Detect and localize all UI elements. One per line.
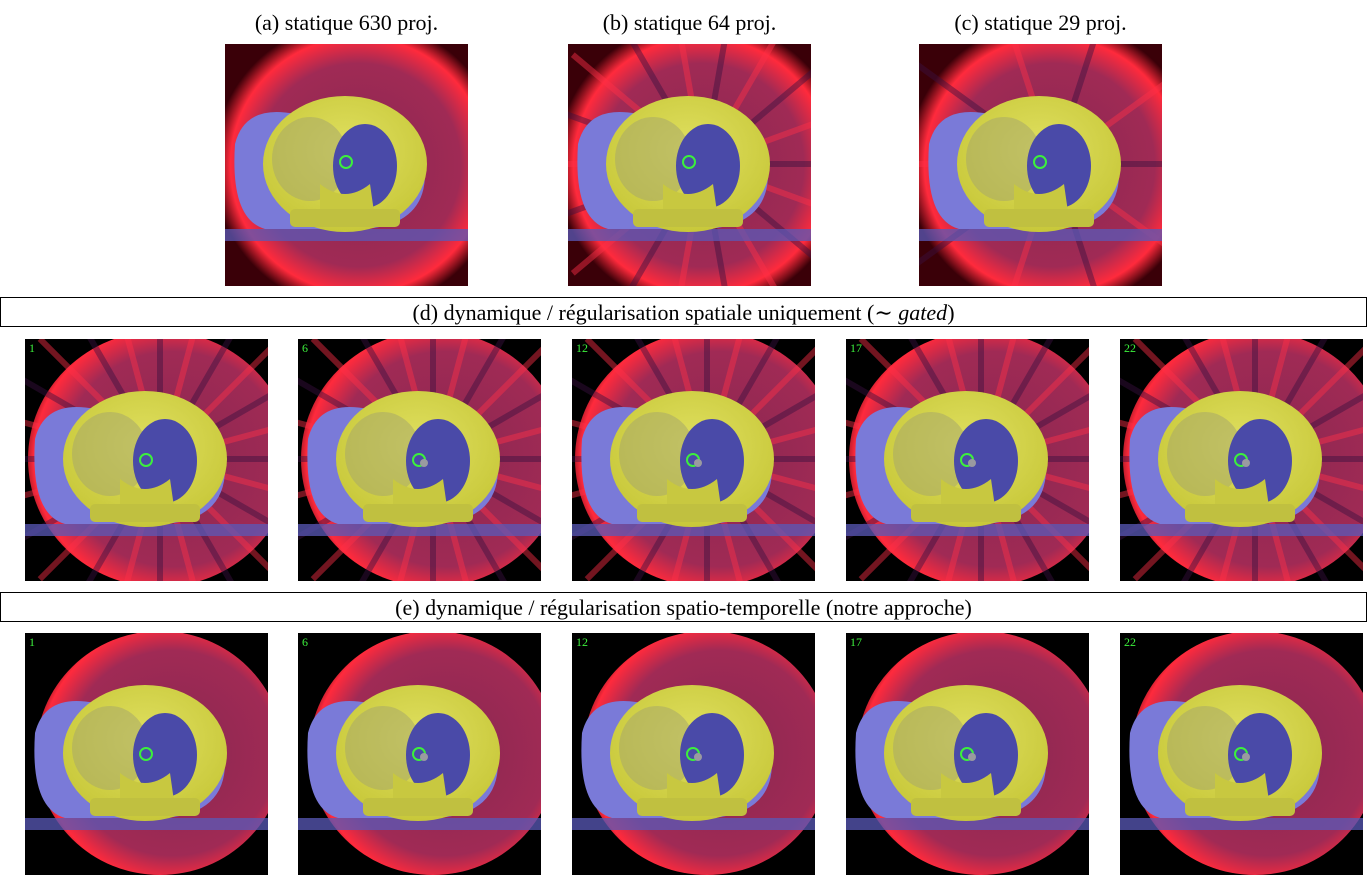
ct-slice-graphic [1120, 633, 1363, 875]
banner-d-italic: gated [898, 300, 948, 325]
caption-a: (a) statique 630 proj. [254, 10, 439, 35]
ct-image-e-frame-6: 6 [298, 633, 541, 875]
frame-number: 17 [850, 341, 862, 355]
banner-d-symbol: ∼ [874, 300, 899, 325]
frame-number: 1 [29, 341, 35, 355]
frame-number: 1 [29, 635, 35, 649]
ct-slice-graphic [298, 339, 541, 581]
ct-slice-graphic [572, 339, 815, 581]
ct-image-e-frame-22: 22 [1120, 633, 1363, 875]
banner-d: (d) dynamique / régularisation spatiale … [0, 297, 1367, 327]
ct-image-e-frame-1: 1 [25, 633, 268, 875]
ct-image-d-frame-22: 22 [1120, 339, 1363, 581]
ct-image-static-29 [919, 44, 1162, 286]
frame-number: 6 [302, 341, 308, 355]
ct-image-static-630 [225, 44, 468, 286]
frame-number: 12 [576, 341, 588, 355]
frame-number: 17 [850, 635, 862, 649]
caption-b: (b) statique 64 proj. [602, 10, 777, 35]
banner-d-suffix: ) [947, 300, 955, 325]
ct-slice-graphic [25, 339, 268, 581]
caption-c: (c) statique 29 proj. [954, 10, 1127, 35]
ct-image-d-frame-12: 12 [572, 339, 815, 581]
frame-number: 12 [576, 635, 588, 649]
frame-number: 6 [302, 635, 308, 649]
ct-slice-graphic [298, 633, 541, 875]
ct-image-e-frame-12: 12 [572, 633, 815, 875]
ct-slice-graphic [846, 633, 1089, 875]
ct-slice-graphic [225, 44, 468, 286]
ct-image-d-frame-6: 6 [298, 339, 541, 581]
banner-d-prefix: (d) dynamique / régularisation spatiale … [412, 300, 875, 325]
ct-slice-graphic [1120, 339, 1363, 581]
ct-slice-graphic [25, 633, 268, 875]
ct-slice-graphic [568, 44, 811, 286]
frame-number: 22 [1124, 341, 1136, 355]
ct-slice-graphic [919, 44, 1162, 286]
ct-image-d-frame-17: 17 [846, 339, 1089, 581]
ct-slice-graphic [572, 633, 815, 875]
ct-image-d-frame-1: 1 [25, 339, 268, 581]
frame-number: 22 [1124, 635, 1136, 649]
ct-slice-graphic [846, 339, 1089, 581]
ct-image-e-frame-17: 17 [846, 633, 1089, 875]
banner-e: (e) dynamique / régularisation spatio-te… [0, 592, 1367, 622]
ct-image-static-64 [568, 44, 811, 286]
